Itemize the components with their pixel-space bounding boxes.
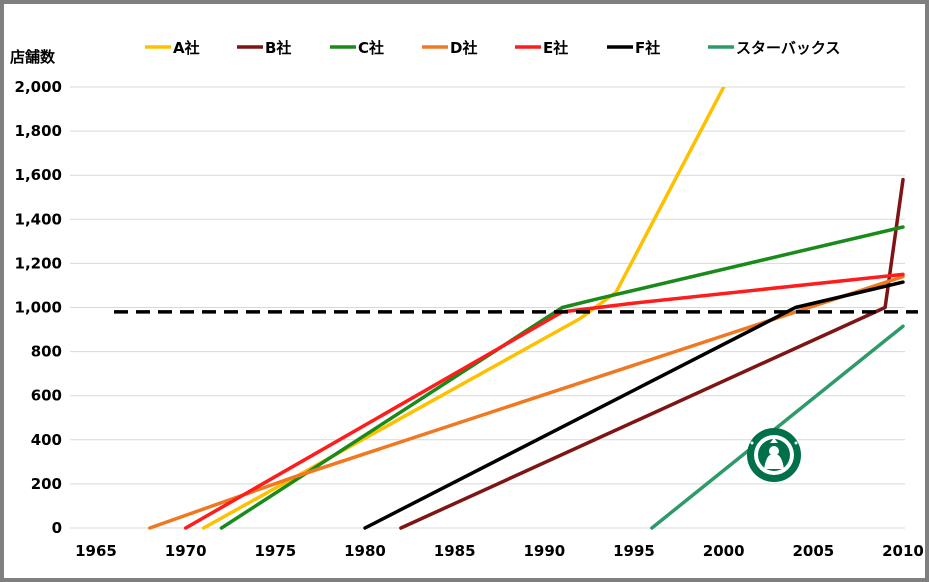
legend-label: C社	[358, 39, 384, 57]
series-line	[219, 225, 905, 530]
series-line	[363, 280, 905, 530]
series-line	[399, 177, 905, 530]
series-lines	[148, 87, 905, 530]
y-axis: 0 200 400 600 800 1,000 1,200 1,400 1,600 1,800 2,…	[15, 78, 62, 537]
y-tick-label: 2,000	[15, 78, 62, 96]
legend-label: A社	[173, 39, 200, 57]
x-tick-label: 2000	[703, 542, 745, 560]
x-tick-label: 1990	[523, 542, 565, 560]
legend: A社 B社 C社 D社 E社 F社 スターバックス	[145, 39, 840, 57]
x-tick-label: 1980	[344, 542, 386, 560]
legend-label: B社	[265, 39, 291, 57]
y-tick-label: 800	[31, 343, 62, 361]
y-tick-label: 1,000	[15, 299, 62, 317]
starbucks-logo	[747, 428, 801, 482]
legend-label: E社	[543, 39, 568, 57]
y-tick-label: 1,200	[15, 254, 62, 272]
x-tick-label: 1975	[254, 542, 296, 560]
x-tick-label: 1970	[165, 542, 207, 560]
x-tick-label: 1985	[434, 542, 476, 560]
y-tick-label: 600	[31, 387, 62, 405]
x-tick-label: 1965	[75, 542, 117, 560]
y-axis-label: 店舗数	[10, 48, 56, 66]
legend-label: スターバックス	[736, 39, 840, 57]
series-line	[148, 274, 905, 530]
grid-lines	[70, 86, 905, 529]
series-line	[650, 324, 905, 530]
y-tick-label: 1,400	[15, 210, 62, 228]
x-tick-label: 2010	[882, 542, 924, 560]
y-tick-label: 1,600	[15, 166, 62, 184]
y-tick-label: 200	[31, 475, 62, 493]
x-tick-label: 2005	[792, 542, 834, 560]
legend-label: F社	[635, 39, 660, 57]
x-tick-label: 1995	[613, 542, 655, 560]
legend-label: D社	[450, 39, 477, 57]
y-tick-label: 1,800	[15, 122, 62, 140]
y-tick-label: 0	[52, 519, 62, 537]
series-line	[201, 87, 726, 530]
y-tick-label: 400	[31, 431, 62, 449]
series-line	[183, 272, 905, 530]
x-axis: 1965 1970 1975 1980 1985 1990 1995 2000 2005 2010	[75, 542, 924, 560]
